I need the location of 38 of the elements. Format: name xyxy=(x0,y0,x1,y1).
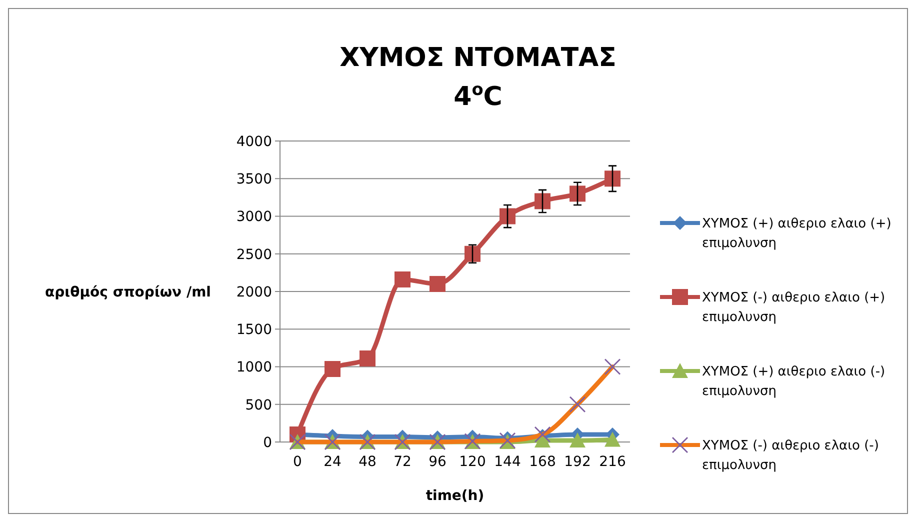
x-tick-label: 72 xyxy=(394,454,412,470)
x-tick-label: 216 xyxy=(599,454,626,470)
point xyxy=(570,186,586,202)
y-tick-label: 4000 xyxy=(236,134,272,150)
y-tick-label: 1500 xyxy=(236,322,272,338)
x-tick-label: 168 xyxy=(529,454,556,470)
point xyxy=(534,193,550,210)
x-tick-label: 48 xyxy=(358,454,376,470)
point xyxy=(464,246,480,262)
x-tick-label: 120 xyxy=(459,454,486,470)
x-tick-label: 0 xyxy=(293,454,302,470)
x-tick-label: 96 xyxy=(428,454,446,470)
point xyxy=(604,170,620,187)
x-tick-label: 144 xyxy=(494,454,521,470)
y-tick-label: 500 xyxy=(245,397,272,414)
y-tick-label: 3500 xyxy=(236,172,272,188)
y-axis-title: αριθμός σπορίων /ml xyxy=(45,284,211,300)
legend-label: ΧΥΜΟΣ (-) αιθεριο ελαιο (+) επιμολυνση xyxy=(702,290,886,326)
chart-subtitle: 4$^{o}$C xyxy=(454,79,502,112)
point xyxy=(394,271,410,288)
point xyxy=(570,432,586,448)
chart-title: ΧΥΜΟΣ ΝΤΟΜΑΤΑΣ xyxy=(340,43,616,73)
y-tick-label: 2000 xyxy=(236,284,272,300)
y-tick-label: 3000 xyxy=(236,209,272,226)
x-axis-title: time(h) xyxy=(426,488,484,504)
point xyxy=(430,276,446,292)
point xyxy=(324,361,340,378)
legend-label: ΧΥΜΟΣ (+) αιθεριο ελαιο (-) επιμολυνση xyxy=(702,364,886,400)
y-tick-label: 0 xyxy=(263,434,272,451)
y-tick-label: 2500 xyxy=(236,246,272,263)
point xyxy=(360,350,376,366)
x-tick-label: 24 xyxy=(324,454,342,470)
x-tick-label: 192 xyxy=(564,454,591,470)
legend-label: ΧΥΜΟΣ (+) αιθεριο ελαιο (+) επιμολυνση xyxy=(702,216,892,252)
legend-label: ΧΥΜΟΣ (-) αιθεριο ελαιο (-) επιμολυνση xyxy=(702,438,879,474)
point xyxy=(500,208,516,224)
y-tick-label: 1000 xyxy=(236,360,272,376)
point xyxy=(604,432,620,447)
